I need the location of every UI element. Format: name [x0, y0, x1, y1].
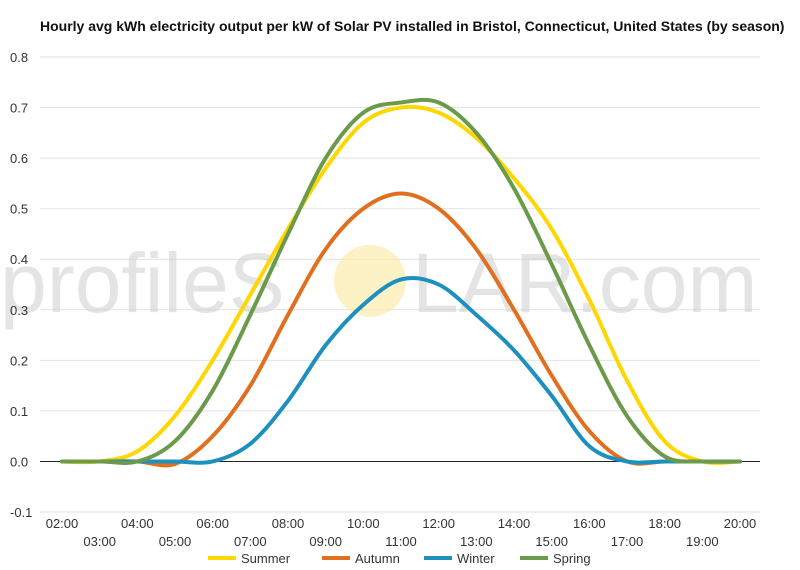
legend-label-summer: Summer: [241, 551, 291, 566]
x-tick-label-top-5: 12:00: [422, 516, 455, 531]
x-tick-label-top-2: 06:00: [196, 516, 229, 531]
x-tick-label-top-1: 04:00: [121, 516, 154, 531]
watermark-text-left: profileS: [0, 236, 285, 330]
watermark: profileS LAR.com: [0, 236, 757, 330]
y-tick-label-8: 0.7: [10, 101, 28, 116]
y-tick-label-1: 0.0: [10, 454, 28, 469]
legend-label-winter: Winter: [457, 551, 495, 566]
x-tick-label-bottom-5: 13:00: [460, 534, 493, 549]
x-tick-label-bottom-6: 15:00: [535, 534, 568, 549]
legend: Summer Autumn Winter Spring: [208, 551, 591, 566]
x-tick-label-bottom-4: 11:00: [385, 534, 417, 549]
x-tick-label-top-8: 18:00: [648, 516, 681, 531]
x-tick-label-top-9: 20:00: [724, 516, 757, 531]
y-tick-label-0: -0.1: [10, 505, 32, 520]
legend-label-spring: Spring: [553, 551, 591, 566]
watermark-sun-icon: [334, 245, 406, 317]
x-tick-label-top-7: 16:00: [573, 516, 606, 531]
x-tick-label-top-4: 10:00: [347, 516, 380, 531]
x-tick-label-bottom-1: 05:00: [159, 534, 192, 549]
chart-title: Hourly avg kWh electricity output per kW…: [40, 18, 785, 34]
series-line-spring: [60, 97, 742, 465]
series-layer: [60, 97, 742, 468]
y-tick-label-2: 0.1: [10, 404, 28, 419]
y-tick-label-7: 0.6: [10, 151, 28, 166]
y-tick-label-5: 0.4: [10, 252, 28, 267]
x-tick-label-bottom-8: 19:00: [686, 534, 719, 549]
x-tick-label-bottom-2: 07:00: [234, 534, 267, 549]
series-line-summer: [60, 104, 742, 465]
y-tick-label-6: 0.5: [10, 202, 28, 217]
y-tick-label-3: 0.2: [10, 353, 28, 368]
x-tick-label-bottom-0: 03:00: [83, 534, 116, 549]
series-line-winter: [60, 275, 742, 465]
x-tick-label-top-6: 14:00: [498, 516, 531, 531]
x-tick-label-bottom-3: 09:00: [309, 534, 342, 549]
y-tick-label-9: 0.8: [10, 50, 28, 65]
watermark-text-right: LAR.com: [412, 236, 757, 330]
x-tick-label-bottom-7: 17:00: [611, 534, 644, 549]
y-tick-label-4: 0.3: [10, 303, 28, 318]
x-tick-label-top-3: 08:00: [272, 516, 305, 531]
legend-label-autumn: Autumn: [355, 551, 400, 566]
x-tick-label-top-0: 02:00: [46, 516, 79, 531]
